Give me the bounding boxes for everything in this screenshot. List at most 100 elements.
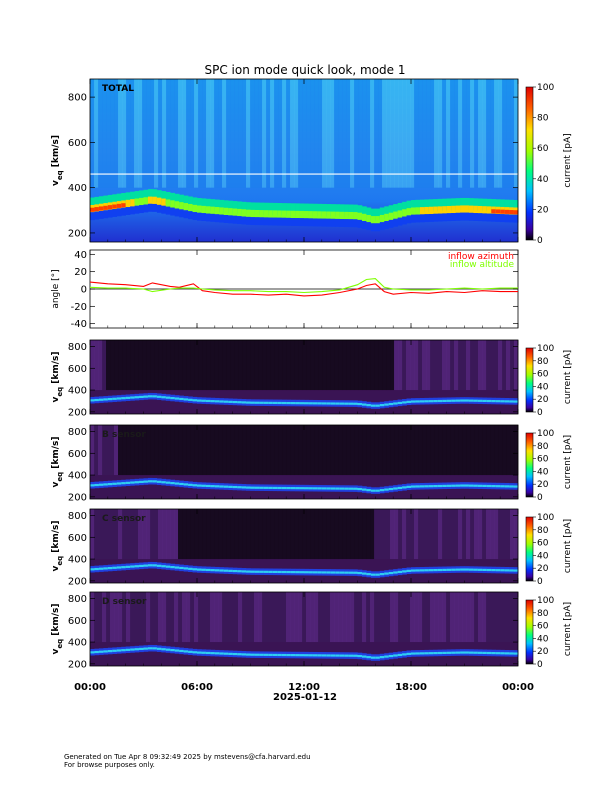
streak [198, 340, 203, 391]
ridge-core [406, 569, 412, 572]
ridge-core [143, 395, 149, 398]
ridge-core [397, 210, 403, 218]
ridge-core [263, 401, 269, 404]
ridge-core [477, 484, 483, 487]
ridge [370, 208, 376, 222]
streak [450, 592, 455, 643]
streak [462, 340, 467, 391]
streak [134, 509, 139, 560]
streak [166, 79, 171, 188]
streak [242, 509, 247, 560]
ridge-core [241, 486, 247, 489]
ridge-core [308, 402, 314, 405]
streak [402, 592, 407, 643]
streak [478, 425, 483, 476]
ridge [330, 204, 336, 217]
colorbar-3 [525, 432, 534, 498]
streak [282, 509, 287, 560]
ridge [139, 190, 144, 203]
ridge-core [451, 205, 456, 214]
ridge-core [161, 565, 167, 568]
streak [434, 340, 439, 391]
ridge-core [201, 568, 207, 571]
ridge-low [361, 221, 367, 229]
streak [214, 592, 219, 643]
streak [406, 509, 411, 560]
ridge-low [375, 223, 381, 232]
ridge-core [513, 485, 519, 488]
ridge-core [384, 655, 390, 658]
streak [150, 340, 155, 391]
ridge-core [165, 648, 171, 651]
streak [198, 509, 203, 560]
streak [166, 425, 171, 476]
streak [306, 509, 311, 560]
ridge-core [353, 654, 358, 657]
streak [454, 340, 459, 391]
ridge-core [357, 402, 363, 406]
ridge-core [402, 209, 407, 217]
ridge-core [205, 206, 211, 214]
streak [294, 509, 299, 560]
ridge-core [174, 566, 180, 569]
streak [246, 425, 251, 476]
ridge-low [384, 221, 390, 229]
streak [98, 79, 103, 188]
ridge-core [165, 481, 171, 484]
streak [150, 79, 155, 188]
ridge-core [214, 569, 220, 572]
streak [218, 592, 223, 643]
streak [114, 592, 119, 643]
streak [314, 79, 319, 188]
streak [366, 340, 371, 391]
ridge-core [179, 566, 184, 570]
streak [358, 340, 363, 391]
streak [350, 592, 355, 643]
ridge-core [379, 656, 385, 659]
ridge-low [90, 212, 95, 221]
streak [258, 79, 263, 188]
ridge-core [107, 483, 113, 486]
streak [106, 425, 111, 476]
streak [178, 79, 183, 188]
ridge-core [384, 572, 390, 575]
ridge-low [504, 214, 510, 223]
streak [430, 79, 435, 188]
streak [274, 340, 279, 391]
streak [206, 509, 211, 560]
ridge [98, 196, 104, 209]
streak [378, 425, 383, 476]
streak [266, 509, 271, 560]
ridge-core [272, 486, 278, 490]
streak [402, 79, 407, 188]
streak [438, 425, 443, 476]
y-tick-label: 0 [81, 285, 87, 296]
ridge [415, 199, 421, 213]
ridge-core [197, 568, 202, 571]
streak [374, 79, 379, 188]
streak [510, 340, 515, 391]
streak [158, 509, 163, 560]
streak [294, 425, 299, 476]
streak [346, 79, 351, 188]
ridge-core [442, 206, 447, 214]
streak [234, 340, 239, 391]
ridge-core [415, 207, 421, 215]
ridge-core [156, 564, 162, 567]
streak [514, 509, 519, 560]
ridge [509, 199, 514, 213]
streak [162, 592, 167, 643]
streak [278, 509, 283, 560]
ridge-core [424, 569, 430, 572]
ridge-core [464, 568, 470, 571]
ridge-low [366, 222, 372, 231]
streak [118, 79, 123, 188]
ridge-core [98, 398, 104, 401]
ridge-core [361, 655, 367, 658]
x-tick-label: 06:00 [181, 682, 213, 693]
ridge-core [174, 201, 180, 209]
ridge-low [188, 211, 193, 220]
ridge-core [308, 211, 314, 219]
ridge-core [90, 651, 95, 654]
streak [470, 340, 475, 391]
